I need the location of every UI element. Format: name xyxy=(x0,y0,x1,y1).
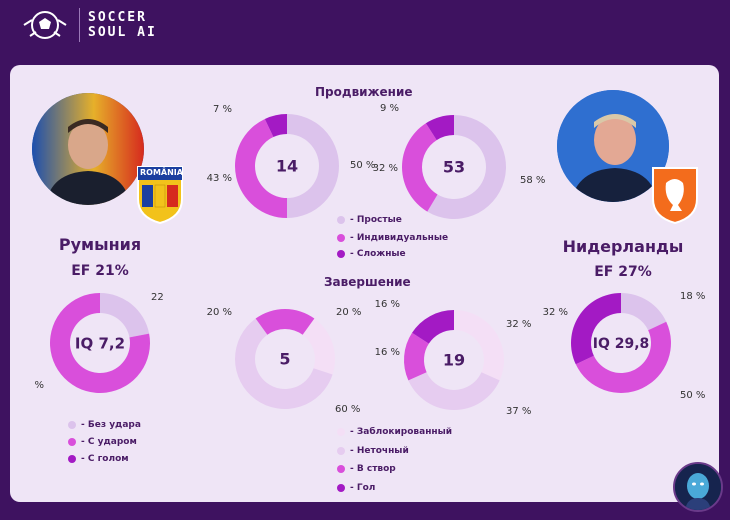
legend-label: - Заблокированный xyxy=(350,427,453,437)
fin-right-slice xyxy=(403,332,429,381)
legend-item: - Гол xyxy=(337,483,375,493)
legend-label: - С ударом xyxy=(81,437,137,447)
iq-right-slice xyxy=(575,321,671,393)
fin-left-data-label: 20 % xyxy=(207,307,232,318)
ef-left: EF 21% xyxy=(71,263,129,279)
legend-label: - Без удара xyxy=(81,420,141,430)
prog-right-data-label: 32 % xyxy=(373,163,398,174)
fin-right-slice xyxy=(454,310,504,381)
fin-right-slice xyxy=(412,310,454,344)
iq-left-slice xyxy=(100,293,150,338)
team-name-right: Нидерланды xyxy=(562,237,684,256)
iq-right-slice xyxy=(621,293,667,331)
legend-label: - Простые xyxy=(350,215,402,225)
stats-card: 50 % 43 % 7 % 14 58 % 32 % 9 % 53 20 % 60 % 20 % 5 3… xyxy=(10,65,719,502)
iq-right-slice xyxy=(571,293,621,365)
netherlands-coach-avatar xyxy=(557,90,669,202)
iq-left-center-label: IQ 7,2 xyxy=(75,334,125,352)
legend-item: - В створ xyxy=(337,464,396,474)
legend-label: - Сложные xyxy=(350,249,406,259)
section-title-finishing: Завершение xyxy=(324,275,411,289)
soccer-ball-logo-icon xyxy=(23,11,67,39)
prog-left-slice xyxy=(235,118,287,218)
legend-item: - С ударом xyxy=(68,437,137,447)
fin-left-data-label: 20 % xyxy=(336,307,361,318)
brand-name: SOCCER SOUL AI xyxy=(88,10,157,40)
prog-left-center-label: 14 xyxy=(276,157,298,176)
prog-right-center-label: 53 xyxy=(443,158,465,177)
prog-right-data-label: 9 % xyxy=(380,103,399,114)
prog-left-data-label: 43 % xyxy=(207,173,232,184)
app-header: SOCCER SOUL AI xyxy=(0,0,730,50)
iq-right-data-label: 32 % xyxy=(543,307,568,318)
prog-left-slice xyxy=(287,114,339,218)
fin-left-slice xyxy=(235,318,333,410)
legend-label: - В створ xyxy=(350,464,396,474)
prog-left-data-label: 7 % xyxy=(213,104,232,115)
legend-swatch xyxy=(337,483,345,492)
prog-right-slice xyxy=(402,123,438,212)
ai-assistant-avatar[interactable] xyxy=(673,462,723,512)
legend-label: - Неточный xyxy=(350,446,409,456)
fin-right-slice xyxy=(408,372,500,410)
netherlands-crest xyxy=(650,165,700,225)
fin-right-data-label: 32 % xyxy=(506,319,531,330)
iq-left-slice xyxy=(49,293,151,393)
fin-left-data-label: 60 % xyxy=(335,404,360,415)
legend-swatch xyxy=(337,215,345,224)
logo-divider xyxy=(79,8,80,42)
legend-swatch xyxy=(337,464,345,473)
legend-item: - Простые xyxy=(337,215,402,225)
fin-right-data-label: 16 % xyxy=(375,299,400,310)
prog-right-data-label: 58 % xyxy=(520,175,545,186)
legend-label: - Гол xyxy=(350,483,376,493)
prog-right-slice xyxy=(427,115,507,219)
legend-item: - Без удара xyxy=(68,420,141,430)
legend-item: - Сложные xyxy=(337,249,406,259)
legend-item: - Индивидуальные xyxy=(337,233,448,243)
ef-right: EF 27% xyxy=(594,264,652,280)
prog-left-data-label: 50 % xyxy=(350,160,375,171)
legend-label: - Индивидуальные xyxy=(350,233,449,243)
fin-right-center-label: 19 xyxy=(443,351,465,370)
brand-line-1: SOCCER xyxy=(88,10,147,25)
section-title-progression: Продвижение xyxy=(315,85,413,99)
legend-swatch xyxy=(68,420,76,429)
legend-swatch xyxy=(337,233,345,242)
iq-right-data-label: 50 % xyxy=(680,390,705,401)
legend-swatch xyxy=(337,446,345,455)
romania-flag-label: ROMÂNIA xyxy=(140,168,183,177)
fin-right-data-label: 37 % xyxy=(506,406,531,417)
romania-crest: ROMÂNIA xyxy=(134,163,186,225)
prog-right-slice xyxy=(425,115,454,141)
legend-label: - С голом xyxy=(81,454,129,464)
iq-left-data-label: 22 xyxy=(151,292,164,303)
legend-item: - С голом xyxy=(68,454,129,464)
legend-swatch xyxy=(68,454,76,463)
charts-canvas: 50 % 43 % 7 % 14 58 % 32 % 9 % 53 20 % 60 % 20 % 5 3… xyxy=(34,103,705,417)
legend-item: - Неточный xyxy=(337,446,409,456)
legend-swatch xyxy=(337,249,345,258)
legend-swatch xyxy=(337,427,345,436)
team-name-left: Румыния xyxy=(58,235,142,254)
iq-left-data-label: % xyxy=(34,380,44,391)
brand-line-2: SOUL AI xyxy=(88,25,157,40)
fin-left-slice xyxy=(302,318,335,375)
iq-right-center-label: IQ 29,8 xyxy=(593,336,650,352)
legend-item: - Заблокированный xyxy=(337,427,452,437)
fin-left-slice xyxy=(255,309,315,335)
prog-left-slice xyxy=(264,114,287,138)
fin-right-data-label: 16 % xyxy=(375,347,400,358)
iq-right-data-label: 18 % xyxy=(680,291,705,302)
romania-coach-avatar xyxy=(32,93,144,205)
legend-swatch xyxy=(68,437,76,446)
fin-left-center-label: 5 xyxy=(279,350,290,369)
